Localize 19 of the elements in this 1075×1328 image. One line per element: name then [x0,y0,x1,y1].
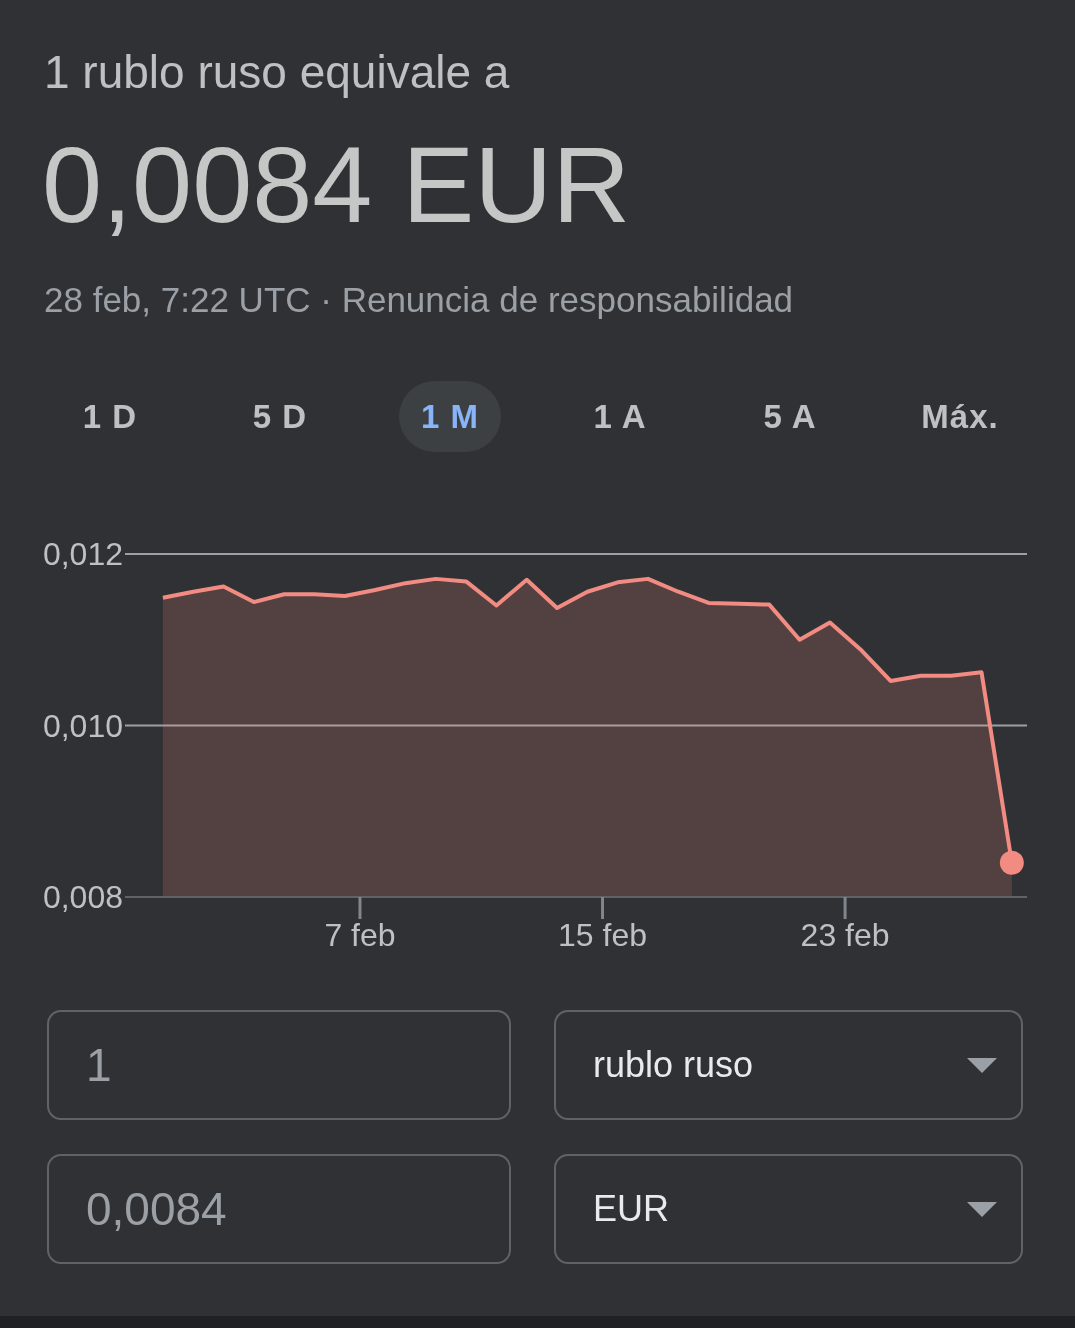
text: Máx. [921,398,999,435]
text: 5 A [763,398,817,435]
chart-title: 1 rublo ruso equivale a [44,46,510,98]
text: 1 D [82,398,138,435]
x-tick-label: 7 feb [324,916,396,953]
x-tick-label: 23 feb [800,916,890,953]
x-tick-label: 15 feb [558,916,648,953]
dropdown-field: rublo ruso [554,1010,1023,1120]
text: 5 D [252,398,308,435]
dropdown-field: EUR [554,1154,1023,1264]
input-field: 0,0084 [47,1154,511,1264]
y-tick-label: 0,008 [42,879,123,916]
y-tick-label: 0,010 [42,707,123,744]
input-field: 1 [47,1010,511,1120]
text: 1 A [593,398,647,435]
chart-subtitle: 0,0084 EUR [42,124,631,245]
y-tick-label: 0,012 [42,536,123,573]
selected-tab: 1 M [399,381,501,452]
text: 28 feb, 7:22 UTC · Renuncia de responsabilidad [44,280,794,319]
